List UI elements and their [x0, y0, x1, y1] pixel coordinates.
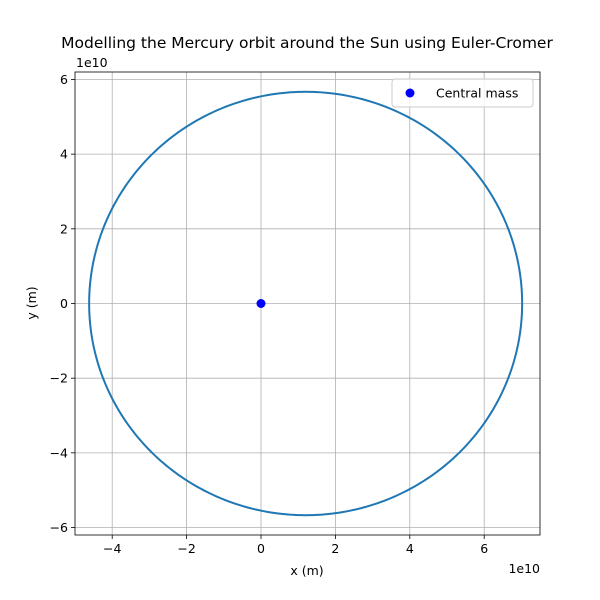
legend-label-central-mass: Central mass	[436, 86, 518, 101]
y-tick-label: −2	[50, 371, 68, 386]
grid-layer	[75, 72, 540, 535]
chart-title: Modelling the Mercury orbit around the S…	[61, 34, 553, 52]
x-tick-label: 2	[331, 541, 339, 556]
y-tick-label: 6	[60, 72, 68, 87]
orbit-layer	[88, 90, 524, 517]
legend-box	[391, 78, 534, 108]
y-offset-text: 1e10	[76, 55, 108, 70]
x-tick-label: −2	[177, 541, 195, 556]
x-tick-label: 6	[480, 541, 488, 556]
x-axis-label: x (m)	[290, 563, 323, 578]
point-layer	[256, 299, 266, 308]
y-tick-label: −4	[50, 445, 68, 460]
tick-layer: −4 −2 0 2 4 6 −6 −4 −2 0 2 4 6	[50, 72, 489, 556]
legend-marker-central-mass	[405, 88, 415, 98]
x-tick-label: −4	[103, 541, 121, 556]
y-tick-label: 0	[60, 296, 68, 311]
y-tick-label: −6	[50, 520, 68, 535]
x-tick-label: 0	[257, 541, 265, 556]
x-offset-text: 1e10	[508, 561, 540, 576]
y-tick-label: 4	[60, 147, 68, 162]
central-mass-point	[256, 299, 266, 308]
legend: Central mass	[391, 78, 534, 108]
y-tick-label: 2	[60, 221, 68, 236]
x-tick-label: 4	[406, 541, 414, 556]
y-axis-label: y (m)	[24, 286, 39, 319]
orbit-line	[88, 90, 524, 517]
